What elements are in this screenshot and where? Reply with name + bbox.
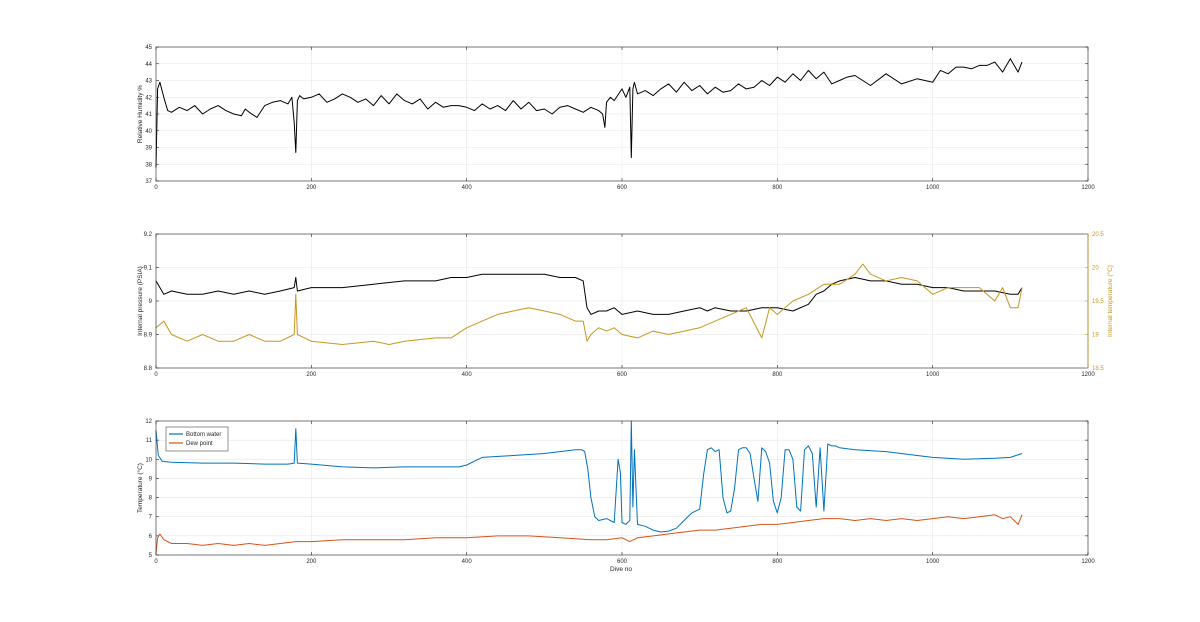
y-tick-label: 8.9: [144, 333, 153, 339]
series-line-0: [155, 58, 1023, 168]
y-tick-label: 40: [145, 129, 152, 135]
y-tick-label: 39: [145, 146, 152, 152]
series-line-1: [155, 263, 1023, 345]
y-tick-label: 12: [145, 419, 152, 425]
right-y-tick-label: 18.5: [1092, 366, 1104, 372]
x-tick-label: 1200: [1081, 185, 1095, 191]
x-tick-label: 400: [462, 372, 473, 378]
x-tick-label: 800: [772, 185, 783, 191]
y-axis-label: Temperature (°C): [136, 463, 144, 513]
x-tick-label: 600: [617, 372, 628, 378]
x-tick-label: 0: [154, 185, 158, 191]
x-tick-label: 0: [154, 559, 158, 565]
y-tick-label: 9: [149, 476, 153, 482]
y-tick-label: 38: [145, 162, 152, 168]
x-tick-label: 600: [617, 185, 628, 191]
y-tick-label: 10: [145, 457, 152, 463]
legend-box: [165, 426, 229, 452]
pressure-temperature-panel: 0 200 400 600 800 1000 1200 8.8 8.9 9 9.1 9.2 Intern…: [137, 232, 1114, 378]
x-tick-label: 1000: [926, 185, 940, 191]
y-tick-label: 6: [149, 534, 153, 540]
right-y-tick-label: 20: [1092, 266, 1099, 272]
y-tick-label: 5: [149, 553, 153, 559]
x-tick-label: 800: [772, 372, 783, 378]
humidity-panel: 0 200 400 600 800 1000 1200 37 38 39 40 41 42 43 44 45 R…: [137, 45, 1095, 191]
right-y-axis-label: Internal temperature (°C): [1106, 265, 1114, 337]
y-tick-label: 42: [145, 95, 152, 101]
y-tick-label: 9.2: [144, 232, 153, 238]
y-tick-label: 41: [145, 112, 152, 118]
x-tick-label: 600: [617, 559, 628, 565]
y-tick-label: 7: [149, 515, 153, 521]
y-tick-label: 9.1: [144, 266, 153, 272]
y-tick-label: 9: [149, 299, 153, 305]
series-line-0: [155, 273, 1023, 315]
legend-label: Bottom water: [186, 432, 221, 438]
right-y-tick-label: 20.5: [1092, 232, 1104, 238]
y-tick-label: 37: [145, 179, 152, 185]
x-tick-label: 1000: [926, 372, 940, 378]
x-tick-label: 200: [306, 372, 317, 378]
y-tick-label: 11: [146, 438, 153, 444]
series-line-1: [155, 514, 1023, 554]
y-tick-label: 44: [145, 62, 152, 68]
y-tick-label: 8.8: [144, 366, 153, 372]
x-tick-label: 1000: [926, 559, 940, 565]
y-tick-label: 43: [145, 79, 152, 85]
temperature-panel: 0 200 400 600 800 1000 1200 5 6 7 8 9 10 11 12 Temperat…: [136, 419, 1095, 565]
x-tick-label: 200: [306, 185, 317, 191]
x-tick-label: 400: [462, 185, 473, 191]
y-axis-label: Internal pressure (PSIA): [137, 266, 144, 336]
y-tick-label: 45: [145, 45, 152, 51]
legend-label: Dew point: [186, 441, 213, 447]
series-line-0: [155, 420, 1023, 533]
x-tick-label: 400: [462, 559, 473, 565]
right-y-tick-label: 19: [1092, 333, 1099, 339]
y-axis-label: Relative Humidity %: [137, 85, 144, 143]
x-tick-label: 200: [306, 559, 317, 565]
y-tick-label: 8: [149, 496, 153, 502]
x-tick-label: 1200: [1081, 559, 1095, 565]
x-tick-label: 0: [154, 372, 158, 378]
right-y-tick-label: 19.5: [1092, 299, 1104, 305]
x-tick-label: 1200: [1081, 372, 1095, 378]
x-tick-label: 800: [772, 559, 783, 565]
x-axis-label: Dive no: [610, 566, 632, 573]
